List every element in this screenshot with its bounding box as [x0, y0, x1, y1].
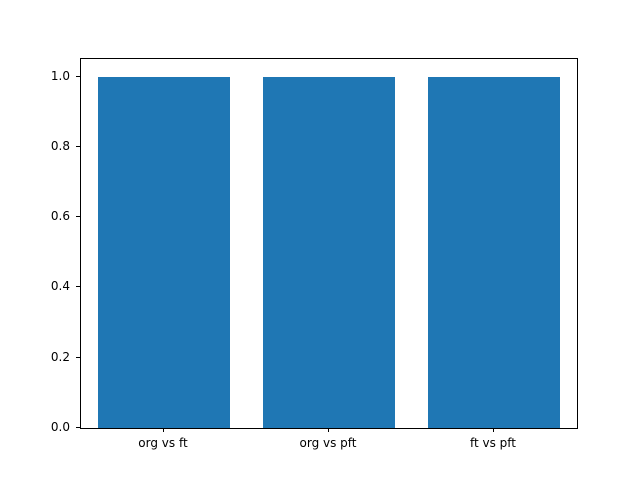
- y-tick-mark: [76, 357, 80, 358]
- x-tick-mark: [493, 428, 494, 432]
- x-tick-label: org vs pft: [299, 436, 357, 450]
- x-tick-mark: [328, 428, 329, 432]
- y-tick-mark: [76, 146, 80, 147]
- y-tick-mark: [76, 286, 80, 287]
- plot-area: [80, 58, 578, 429]
- y-tick-label: 1.0: [50, 69, 70, 83]
- y-tick-mark: [76, 427, 80, 428]
- bar-ft-vs-pft: [428, 76, 561, 428]
- x-tick-label: ft vs pft: [469, 436, 517, 450]
- y-tick-mark: [76, 216, 80, 217]
- x-tick-label: org vs ft: [138, 436, 188, 450]
- y-tick-label: 0.2: [50, 350, 70, 364]
- y-tick-label: 0.4: [50, 279, 70, 293]
- bar-org-vs-pft: [262, 76, 396, 428]
- y-tick-label: 0.0: [50, 420, 70, 434]
- x-tick-mark: [163, 428, 164, 432]
- y-tick-label: 0.6: [50, 209, 70, 223]
- y-tick-label: 0.8: [50, 139, 70, 153]
- bar-org-vs-ft: [97, 76, 230, 428]
- y-tick-mark: [76, 76, 80, 77]
